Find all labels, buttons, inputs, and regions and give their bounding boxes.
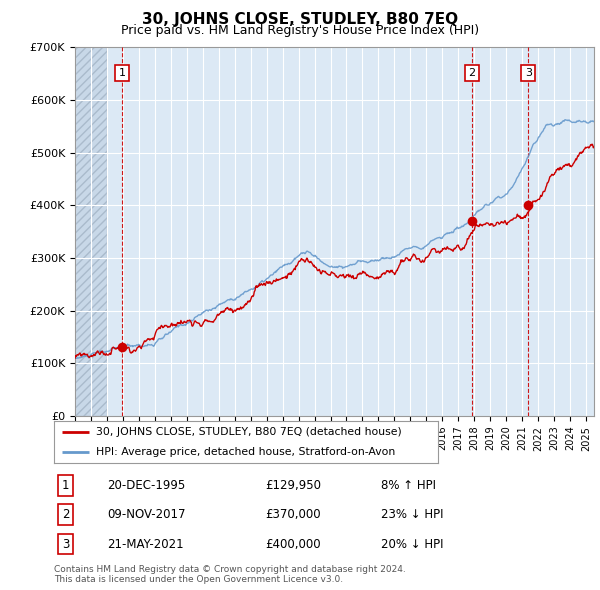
Text: 3: 3 <box>525 68 532 78</box>
Text: 23% ↓ HPI: 23% ↓ HPI <box>382 508 444 522</box>
Text: 21-MAY-2021: 21-MAY-2021 <box>107 537 184 550</box>
Text: £400,000: £400,000 <box>265 537 321 550</box>
Text: 1: 1 <box>62 479 70 492</box>
Text: £370,000: £370,000 <box>265 508 321 522</box>
Text: 20-DEC-1995: 20-DEC-1995 <box>107 479 185 492</box>
Text: 20% ↓ HPI: 20% ↓ HPI <box>382 537 444 550</box>
Text: 30, JOHNS CLOSE, STUDLEY, B80 7EQ (detached house): 30, JOHNS CLOSE, STUDLEY, B80 7EQ (detac… <box>96 427 402 437</box>
Text: Contains HM Land Registry data © Crown copyright and database right 2024.: Contains HM Land Registry data © Crown c… <box>54 565 406 573</box>
Text: 09-NOV-2017: 09-NOV-2017 <box>107 508 185 522</box>
Text: 1: 1 <box>119 68 126 78</box>
Text: £129,950: £129,950 <box>265 479 321 492</box>
Text: HPI: Average price, detached house, Stratford-on-Avon: HPI: Average price, detached house, Stra… <box>96 447 395 457</box>
Text: Price paid vs. HM Land Registry's House Price Index (HPI): Price paid vs. HM Land Registry's House … <box>121 24 479 37</box>
Text: 2: 2 <box>469 68 476 78</box>
Text: 3: 3 <box>62 537 70 550</box>
Text: 8% ↑ HPI: 8% ↑ HPI <box>382 479 436 492</box>
Text: 30, JOHNS CLOSE, STUDLEY, B80 7EQ: 30, JOHNS CLOSE, STUDLEY, B80 7EQ <box>142 12 458 27</box>
Text: This data is licensed under the Open Government Licence v3.0.: This data is licensed under the Open Gov… <box>54 575 343 584</box>
Text: 2: 2 <box>62 508 70 522</box>
